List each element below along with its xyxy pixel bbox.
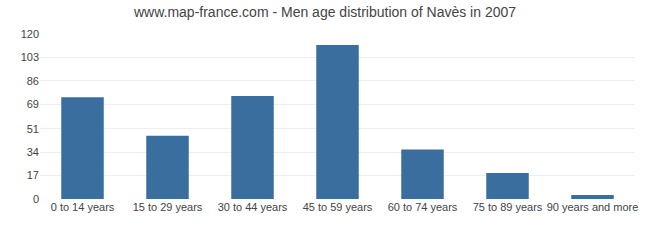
svg-text:75 to 89 years: 75 to 89 years: [473, 201, 543, 213]
svg-text:15 to 29 years: 15 to 29 years: [133, 201, 203, 213]
svg-text:www.map-france.com - Men age d: www.map-france.com - Men age distributio…: [133, 4, 516, 20]
svg-text:60 to 74 years: 60 to 74 years: [388, 201, 458, 213]
svg-text:86: 86: [27, 75, 39, 87]
svg-text:103: 103: [21, 51, 39, 63]
svg-text:51: 51: [27, 123, 39, 135]
svg-text:120: 120: [21, 28, 39, 40]
svg-text:69: 69: [27, 98, 39, 110]
svg-text:17: 17: [27, 169, 39, 181]
svg-text:45 to 59 years: 45 to 59 years: [303, 201, 373, 213]
svg-text:34: 34: [27, 146, 39, 158]
svg-text:90 years and more: 90 years and more: [547, 201, 639, 213]
svg-text:0 to 14 years: 0 to 14 years: [51, 201, 115, 213]
svg-text:30 to 44 years: 30 to 44 years: [218, 201, 288, 213]
svg-text:0: 0: [33, 193, 39, 205]
